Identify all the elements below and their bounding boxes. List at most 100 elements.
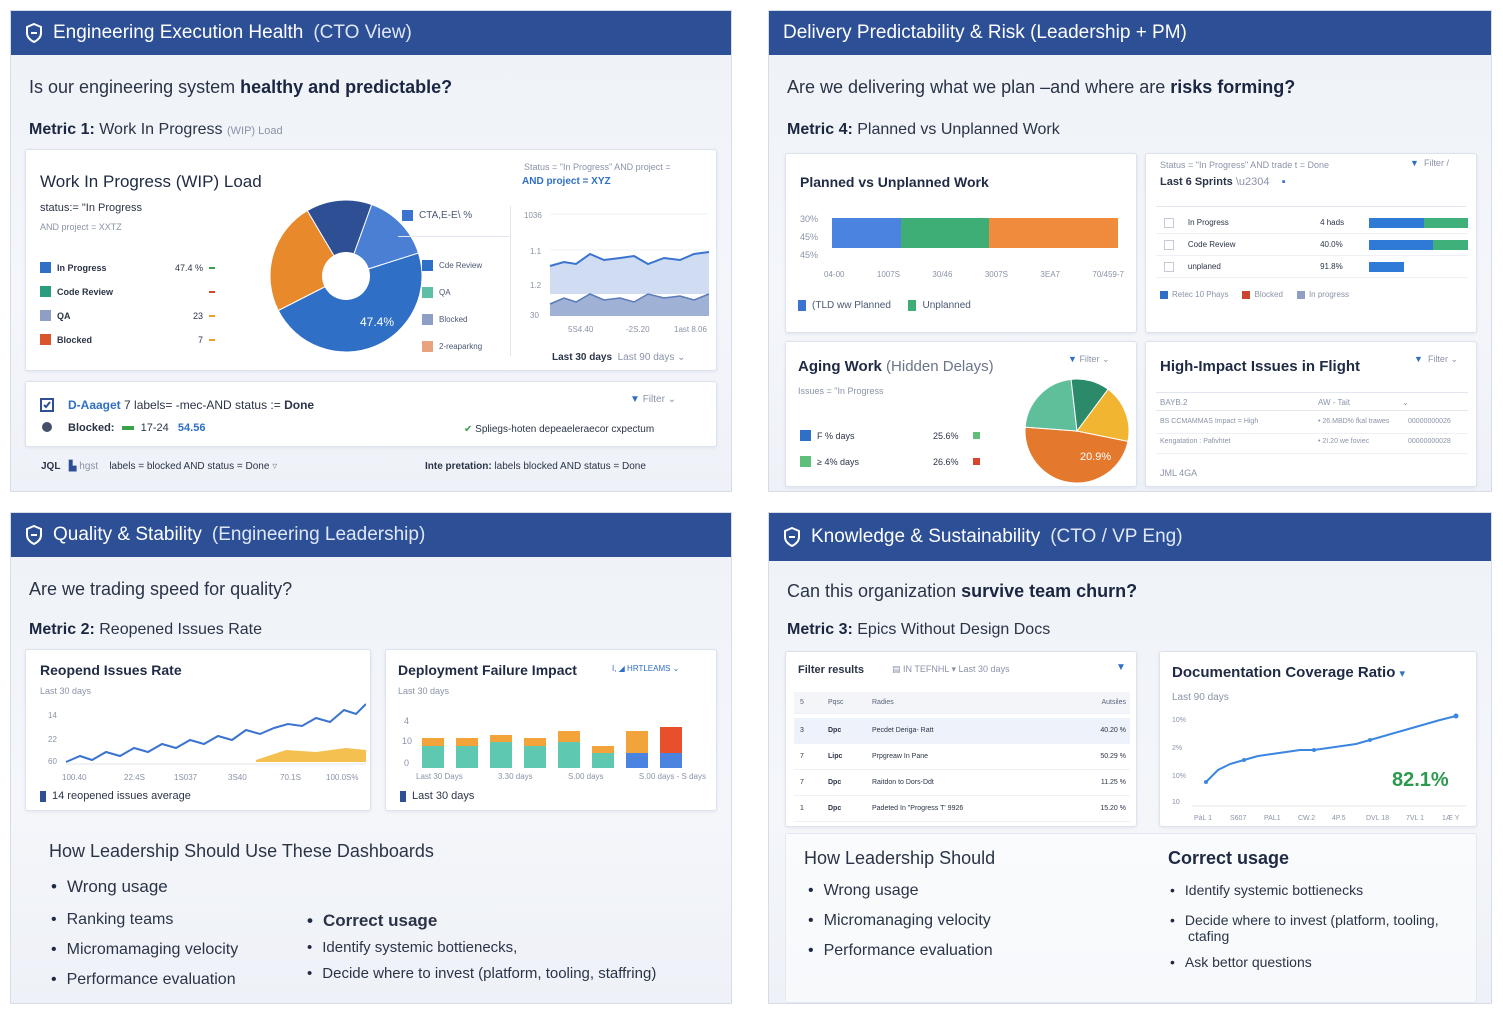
filter-icon: ▼ bbox=[1410, 158, 1419, 168]
wip-range-selector[interactable]: Last 30 days Last 90 days ⌄ bbox=[552, 352, 686, 363]
sprint-row-label: In Progress bbox=[1187, 218, 1229, 227]
planned-ytick: 45% bbox=[800, 250, 819, 260]
bar-blue bbox=[1369, 261, 1404, 272]
aging-row-label: ≥ 4% days bbox=[817, 456, 859, 467]
deploy-bar-teal bbox=[660, 753, 682, 768]
legend-swatch bbox=[422, 287, 433, 298]
sprints-legend: Retec 10 Phays Blocked In progress bbox=[1160, 290, 1349, 299]
wip-donut-chart: 47.4% bbox=[269, 199, 423, 353]
trend-dash bbox=[209, 290, 215, 293]
epics-cell: Dpc bbox=[828, 779, 842, 786]
bar-blue bbox=[1369, 239, 1434, 250]
legend-label: 2-reaparkng bbox=[439, 342, 483, 351]
wip-trend-ytick: 1.1 bbox=[530, 247, 542, 256]
aging-pie-label: 20.9% bbox=[1080, 451, 1111, 463]
metric-label: Metric 3: Epics Without Design Docs bbox=[787, 621, 1051, 638]
donut-slice bbox=[306, 199, 373, 278]
blocked-filter-button[interactable]: ▼ Filter ⌄ bbox=[630, 394, 677, 405]
epics-filter-label: Filter results bbox=[798, 664, 865, 676]
sprint-row: unplaned 91.8% bbox=[1156, 256, 1468, 278]
wip-trend-area-lower bbox=[550, 294, 709, 316]
legend-swatch bbox=[422, 341, 433, 352]
guide-heading: How Leadership Should bbox=[804, 848, 996, 868]
high-impact-filter-button[interactable]: ▼ Filter ⌄ bbox=[1414, 354, 1458, 364]
deploy-bar-orange bbox=[456, 738, 478, 746]
sprint-row-bar bbox=[1369, 261, 1468, 272]
epics-cell: Dpc bbox=[828, 805, 842, 812]
bar-green bbox=[1433, 239, 1468, 250]
trend-dash bbox=[209, 314, 215, 317]
row-checkbox[interactable] bbox=[1164, 239, 1174, 250]
reopened-xtick: 3S40 bbox=[228, 773, 247, 782]
planned-xtick: 04-00 bbox=[824, 270, 845, 279]
deploy-bar-teal bbox=[558, 741, 580, 768]
donut-slice bbox=[277, 252, 423, 353]
panel-title: Knowledge & Sustainability bbox=[811, 526, 1041, 547]
deploy-bar-orange bbox=[660, 727, 682, 754]
epics-table-row[interactable]: 7 Lipc Prpgreaw In Pane 50.29 % bbox=[794, 744, 1130, 770]
epics-cell: 15.20 % bbox=[1100, 805, 1126, 812]
legend-label: Blocked bbox=[1254, 290, 1283, 299]
epics-table-row[interactable]: 7 Dpc Raitdon to Dors-Ddt 11.25 % bbox=[794, 770, 1130, 796]
donut-slice bbox=[345, 203, 420, 277]
hi-cell: 00000000026 bbox=[1408, 418, 1451, 425]
reopened-legend: 14 reopened issues average bbox=[40, 790, 191, 802]
deploy-team-selector[interactable]: I, ◢ HRTLEAMS ⌄ bbox=[612, 664, 680, 673]
chevron-down-icon: ▼ bbox=[1116, 662, 1126, 673]
panel-execution-health: Engineering Execution Health (CTO View) … bbox=[10, 10, 732, 492]
legend-label: Cde Review bbox=[439, 261, 483, 270]
epics-table-card: Filter results ▤ IN TEFNHL ▾ Last 30 day… bbox=[785, 651, 1137, 827]
sprints-filter-button[interactable]: ▼ Filter / bbox=[1410, 158, 1449, 168]
reopened-xtick: 1S037 bbox=[174, 773, 198, 782]
hi-cell: Kengatation : Pafivhtet bbox=[1160, 438, 1231, 445]
correct-usage-item: Ask bettor questions bbox=[1170, 954, 1312, 970]
sprint-legend-item: Blocked bbox=[1242, 290, 1283, 299]
aging-row: ≥ 4% days 26.6% bbox=[800, 456, 980, 467]
wip-trend-xtick: -2S.20 bbox=[626, 325, 650, 334]
epics-filter-dropdown[interactable]: ▼ bbox=[1116, 662, 1126, 673]
shield-icon bbox=[26, 525, 42, 545]
sprint-legend-item: In progress bbox=[1296, 290, 1349, 299]
planned-segment bbox=[989, 218, 1118, 248]
coverage-range: Last 90 days bbox=[1172, 692, 1229, 703]
panel-question: Can this organization survive team churn… bbox=[787, 581, 1138, 601]
epics-cell: 1 bbox=[800, 805, 804, 812]
wip-right-legend-head: CTA,E-E\ % bbox=[402, 210, 472, 221]
correct-usage-item: Identify systemic bottienecks, bbox=[307, 939, 517, 956]
correct-usage-heading: Correct usage bbox=[1168, 848, 1290, 868]
correct-usage-item: Decide where to invest (platform, toolin… bbox=[1170, 912, 1439, 928]
planned-xaxis: 04-00 1007S 30/46 3007S 3EA7 70/459-7 bbox=[824, 270, 1124, 279]
reopened-xtick: 22.4S bbox=[124, 773, 145, 782]
wip-legend-item: QA 23 bbox=[40, 310, 230, 321]
planned-ytick: 30% bbox=[800, 214, 819, 224]
epics-cell: Padeted In "Progress T' 9926 bbox=[872, 805, 964, 812]
legend-label: Retec 10 Phays bbox=[1172, 290, 1229, 299]
wip-trend-area-upper bbox=[550, 252, 709, 294]
epics-table-row[interactable]: 1 Dpc Padeted In "Progress T' 9926 15.20 % bbox=[794, 796, 1130, 822]
sprint-row-label: unplaned bbox=[1187, 262, 1221, 271]
reopened-series-line bbox=[65, 703, 366, 763]
coverage-xtick: S607 bbox=[1230, 815, 1246, 822]
wrong-usage-item: Performance evaluation bbox=[51, 971, 236, 989]
wip-right-legend-item: 2-reaparkng bbox=[422, 341, 482, 352]
coverage-xtick: 1Æ Y bbox=[1442, 815, 1460, 822]
epics-filter-chip[interactable]: ▤ IN TEFNHL ▾ Last 30 days bbox=[892, 664, 1010, 674]
row-checkbox[interactable] bbox=[1164, 261, 1174, 272]
aging-filter-button[interactable]: ▼ Filter ⌄ bbox=[1068, 354, 1110, 364]
epics-table-row[interactable]: 3 Dpc Pecdet Deriga- Ratt 40.20 % bbox=[794, 718, 1130, 744]
high-impact-head: ⌄ bbox=[1402, 398, 1409, 407]
wip-right-legend-item: QA bbox=[422, 287, 451, 298]
wip-trend-line-lower bbox=[549, 293, 710, 305]
coverage-point bbox=[1242, 758, 1246, 762]
wip-legend-item: In Progress 47.4 % bbox=[40, 262, 230, 273]
guide-heading: How Leadership Should Use These Dashboar… bbox=[49, 841, 434, 861]
hi-cell: BS CCMAMMAS Impact = High bbox=[1160, 418, 1259, 425]
wip-right-legend-item: Cde Review bbox=[422, 260, 482, 271]
legend-swatch bbox=[40, 310, 51, 321]
correct-usage-item-wrap: ctafing bbox=[1188, 928, 1230, 944]
wip-right-legend-item: Blocked bbox=[422, 314, 467, 325]
panel-knowledge-sustainability: Knowledge & Sustainability (CTO / VP Eng… bbox=[768, 512, 1492, 1004]
epics-cell: Prpgreaw In Pane bbox=[872, 753, 929, 760]
row-checkbox[interactable] bbox=[1164, 217, 1174, 228]
epics-cell: 3 bbox=[800, 727, 804, 734]
